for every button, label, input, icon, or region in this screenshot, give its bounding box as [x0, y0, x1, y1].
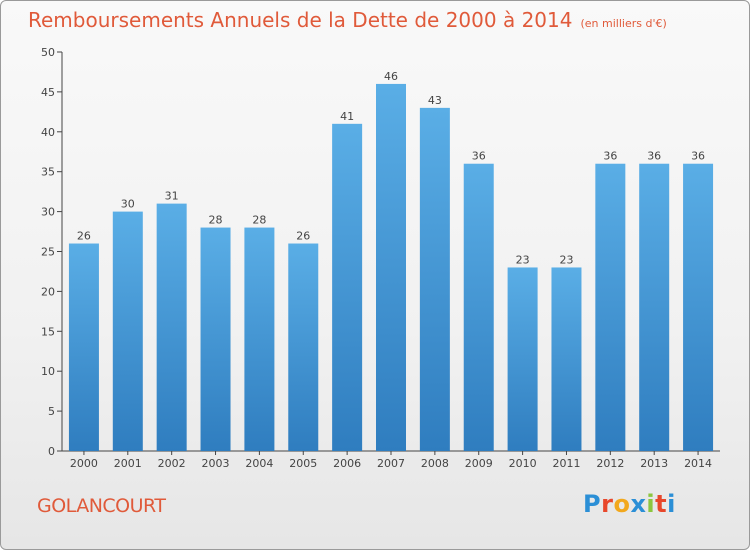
x-tick-label: 2004 [245, 457, 273, 470]
x-tick-label: 2014 [684, 457, 712, 470]
data-label: 28 [252, 214, 266, 227]
x-tick-label: 2000 [70, 457, 98, 470]
logo-letter: i [646, 490, 656, 518]
logo-letter: P [583, 490, 602, 518]
data-label: 23 [559, 253, 573, 266]
bar [551, 267, 582, 451]
x-tick-label: 2012 [596, 457, 624, 470]
bar [244, 227, 275, 451]
data-label: 26 [77, 230, 91, 243]
logo-letter: t [655, 490, 668, 518]
bar [595, 163, 626, 451]
y-tick-label: 20 [41, 285, 55, 298]
data-label: 26 [296, 230, 310, 243]
y-tick-label: 50 [41, 46, 55, 59]
logo-letter: o [613, 490, 631, 518]
x-tick-label: 2011 [552, 457, 580, 470]
bar [332, 123, 363, 451]
data-label: 36 [472, 150, 486, 163]
data-label: 28 [209, 214, 223, 227]
commune-name: GOLANCOURT [37, 495, 166, 517]
y-tick-label: 5 [48, 405, 55, 418]
chart-title-text: Remboursements Annuels de la Dette de 20… [28, 8, 573, 32]
bar [68, 243, 99, 451]
chart-title: Remboursements Annuels de la Dette de 20… [28, 8, 667, 32]
logo-letter: i [667, 490, 676, 518]
data-label: 36 [603, 150, 617, 163]
bar [507, 267, 538, 451]
x-tick-label: 2013 [640, 457, 668, 470]
y-tick-label: 15 [41, 325, 55, 338]
x-tick-label: 2007 [377, 457, 405, 470]
y-tick-label: 25 [41, 246, 55, 259]
x-tick-label: 2006 [333, 457, 361, 470]
proxiti-logo: Proxiti [583, 490, 676, 518]
data-label: 23 [516, 253, 530, 266]
y-tick-label: 40 [41, 126, 55, 139]
data-label: 43 [428, 94, 442, 107]
x-tick-label: 2009 [465, 457, 493, 470]
y-tick-label: 10 [41, 365, 55, 378]
data-label: 36 [691, 150, 705, 163]
y-tick-label: 35 [41, 166, 55, 179]
logo-letter: x [630, 490, 647, 518]
x-tick-label: 2003 [202, 457, 230, 470]
data-label: 30 [121, 198, 135, 211]
x-tick-label: 2005 [289, 457, 317, 470]
logo-letter: r [601, 490, 614, 518]
bar [112, 211, 143, 451]
data-label: 41 [340, 110, 354, 123]
chart-unit: (en milliers d'€) [580, 17, 667, 30]
data-label: 36 [647, 150, 661, 163]
y-tick-label: 45 [41, 86, 55, 99]
x-tick-label: 2010 [509, 457, 537, 470]
x-tick-label: 2002 [158, 457, 186, 470]
x-tick-label: 2008 [421, 457, 449, 470]
bar [639, 163, 670, 451]
data-label: 46 [384, 70, 398, 83]
bar [200, 227, 231, 451]
bar [156, 203, 187, 451]
bar [288, 243, 319, 451]
data-label: 31 [165, 190, 179, 203]
x-tick-label: 2001 [114, 457, 142, 470]
bar [463, 163, 494, 451]
bar [683, 163, 714, 451]
y-tick-label: 0 [48, 445, 55, 458]
bar [419, 107, 450, 452]
y-tick-label: 30 [41, 206, 55, 219]
bar [376, 83, 406, 452]
